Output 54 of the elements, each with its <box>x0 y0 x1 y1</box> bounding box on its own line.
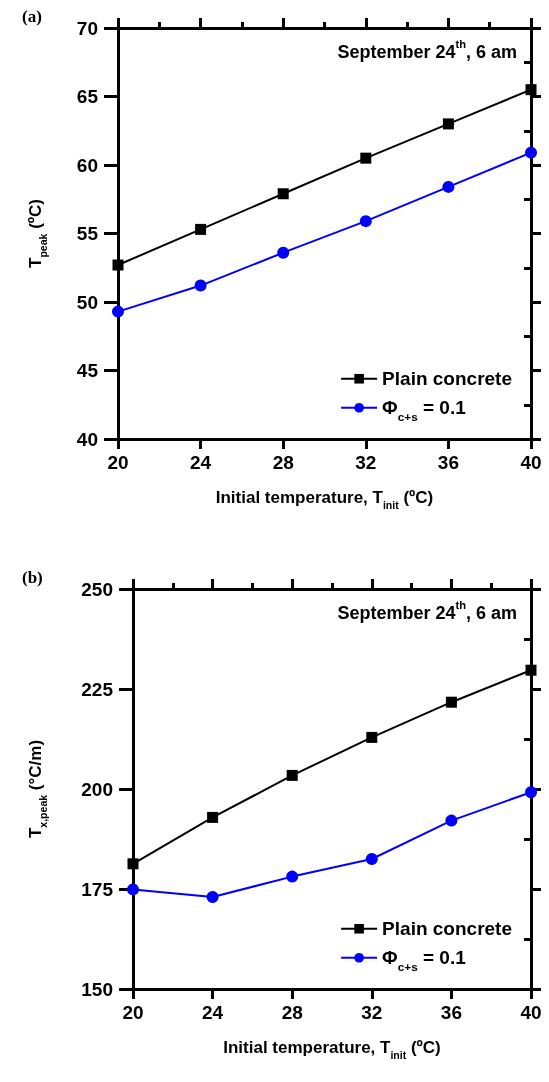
y-axis-title: Tpeak (ºC) <box>25 199 49 268</box>
y-tick-label: 50 <box>76 291 98 313</box>
point <box>365 853 378 865</box>
point <box>525 146 537 159</box>
point <box>366 731 378 743</box>
point <box>206 891 219 903</box>
point <box>445 814 458 827</box>
point <box>277 188 289 200</box>
y-tick-label: 65 <box>76 86 99 107</box>
x-tick-label: 40 <box>520 452 542 473</box>
point <box>195 223 207 235</box>
point <box>442 118 454 130</box>
y-tick-label: 70 <box>76 17 98 39</box>
point <box>360 152 372 164</box>
x-tick-label: 24 <box>190 452 212 473</box>
point <box>525 786 537 799</box>
point <box>112 259 124 271</box>
point <box>127 858 139 870</box>
x-tick-label: 28 <box>281 1002 303 1023</box>
point <box>525 664 537 676</box>
x-tick-label: 40 <box>520 1002 542 1023</box>
point <box>286 870 299 883</box>
y-tick-label: 45 <box>76 360 99 381</box>
x-tick-label: 20 <box>122 1002 144 1023</box>
legend-label: Plain concrete <box>382 368 513 390</box>
point <box>445 696 457 708</box>
x-tick-label: 32 <box>361 1002 383 1023</box>
x-tick-label: 20 <box>107 452 129 473</box>
x-tick-label: 36 <box>437 452 459 473</box>
y-tick-label: 175 <box>81 878 114 900</box>
x-tick-label: 36 <box>440 1002 462 1023</box>
point <box>442 180 455 193</box>
y-tick-label: 55 <box>76 223 99 244</box>
text: (b) <box>22 568 43 587</box>
x-tick-label: 28 <box>272 452 294 473</box>
point <box>112 305 124 318</box>
y-tick-label: 200 <box>81 778 113 800</box>
text: (a) <box>22 7 42 26</box>
y-tick-label: 250 <box>81 578 113 600</box>
x-tick-label: 32 <box>355 452 377 473</box>
x-tick-label: 24 <box>202 1002 224 1023</box>
point <box>286 769 298 781</box>
y-tick-label: 150 <box>81 978 113 1000</box>
point <box>525 84 537 96</box>
y-tick-label: 225 <box>81 678 114 700</box>
y-tick-label: 60 <box>76 154 98 176</box>
point <box>207 811 219 823</box>
y-axis-title: Tx,peak (°C/m) <box>25 739 49 839</box>
point <box>277 246 290 259</box>
point <box>359 215 372 228</box>
y-tick-label: 40 <box>76 428 98 450</box>
point <box>127 883 139 896</box>
legend-label: Plain concrete <box>382 918 513 940</box>
point <box>194 279 207 292</box>
